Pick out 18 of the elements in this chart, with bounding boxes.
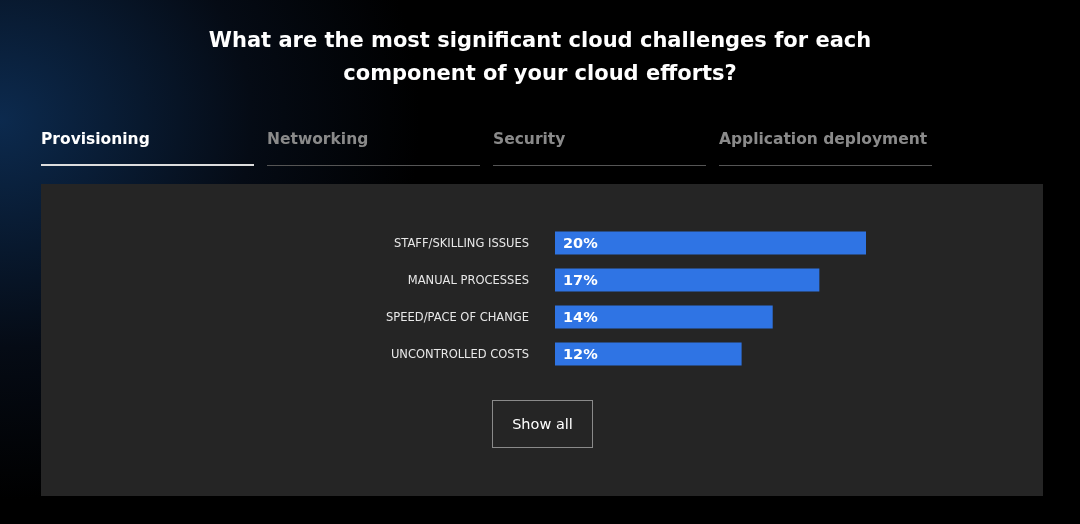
text: Application deployment xyxy=(719,130,932,166)
bar xyxy=(555,342,742,366)
text: Show all xyxy=(492,400,593,448)
y-tick-label: UNCONTROLLED COSTS xyxy=(390,347,529,361)
text: Networking xyxy=(267,130,480,166)
chart-title: What are the most significant cloud challenges for each component of your cloud efforts? xyxy=(207,27,873,87)
bar xyxy=(555,305,773,329)
text: Provisioning xyxy=(41,130,254,166)
data-label: 17% xyxy=(563,272,599,288)
bar xyxy=(555,231,866,255)
y-tick-label: MANUAL PROCESSES xyxy=(407,273,529,287)
text: Security xyxy=(493,130,706,166)
y-tick-label: SPEED/PACE OF CHANGE xyxy=(386,310,529,324)
bar xyxy=(555,268,820,292)
y-tick-label: STAFF/SKILLING ISSUES xyxy=(394,236,529,250)
data-label: 14% xyxy=(563,309,599,325)
data-label: 20% xyxy=(563,235,599,251)
data-label: 12% xyxy=(563,346,599,362)
